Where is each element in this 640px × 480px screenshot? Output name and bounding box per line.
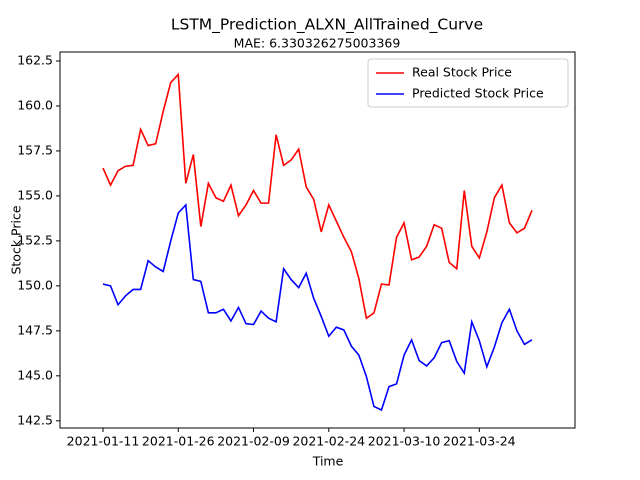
plot-frame xyxy=(59,51,576,429)
x-tick-label: 2021-02-24 xyxy=(292,434,365,449)
y-tick-label: 147.5 xyxy=(17,322,53,337)
x-tick-label: 2021-02-09 xyxy=(217,434,290,449)
x-tick-label: 2021-03-24 xyxy=(443,434,516,449)
x-tick-label: 2021-01-11 xyxy=(67,434,140,449)
y-tick-label: 162.5 xyxy=(17,52,53,67)
y-tick-label: 155.0 xyxy=(17,187,53,202)
chart-title: LSTM_Prediction_ALXN_AllTrained_Curve xyxy=(171,16,483,35)
x-tick-label: 2021-03-10 xyxy=(368,434,441,449)
x-tick-label: 2021-01-26 xyxy=(142,434,215,449)
x-axis-label: Time xyxy=(312,454,344,469)
y-tick-label: 157.5 xyxy=(17,142,53,157)
y-tick-label: 150.0 xyxy=(17,277,53,292)
chart-subtitle: MAE: 6.330326275003369 xyxy=(234,36,401,51)
legend-label: Real Stock Price xyxy=(412,65,512,80)
y-tick-label: 142.5 xyxy=(17,412,53,427)
legend-box xyxy=(367,58,569,108)
line-series xyxy=(102,72,533,320)
legend-label: Predicted Stock Price xyxy=(412,86,544,101)
y-tick-label: 152.5 xyxy=(17,232,53,247)
line-series xyxy=(102,203,533,412)
y-tick-label: 160.0 xyxy=(17,97,53,112)
y-axis-label: Stock Price xyxy=(9,205,24,274)
y-tick-label: 145.0 xyxy=(17,367,53,382)
